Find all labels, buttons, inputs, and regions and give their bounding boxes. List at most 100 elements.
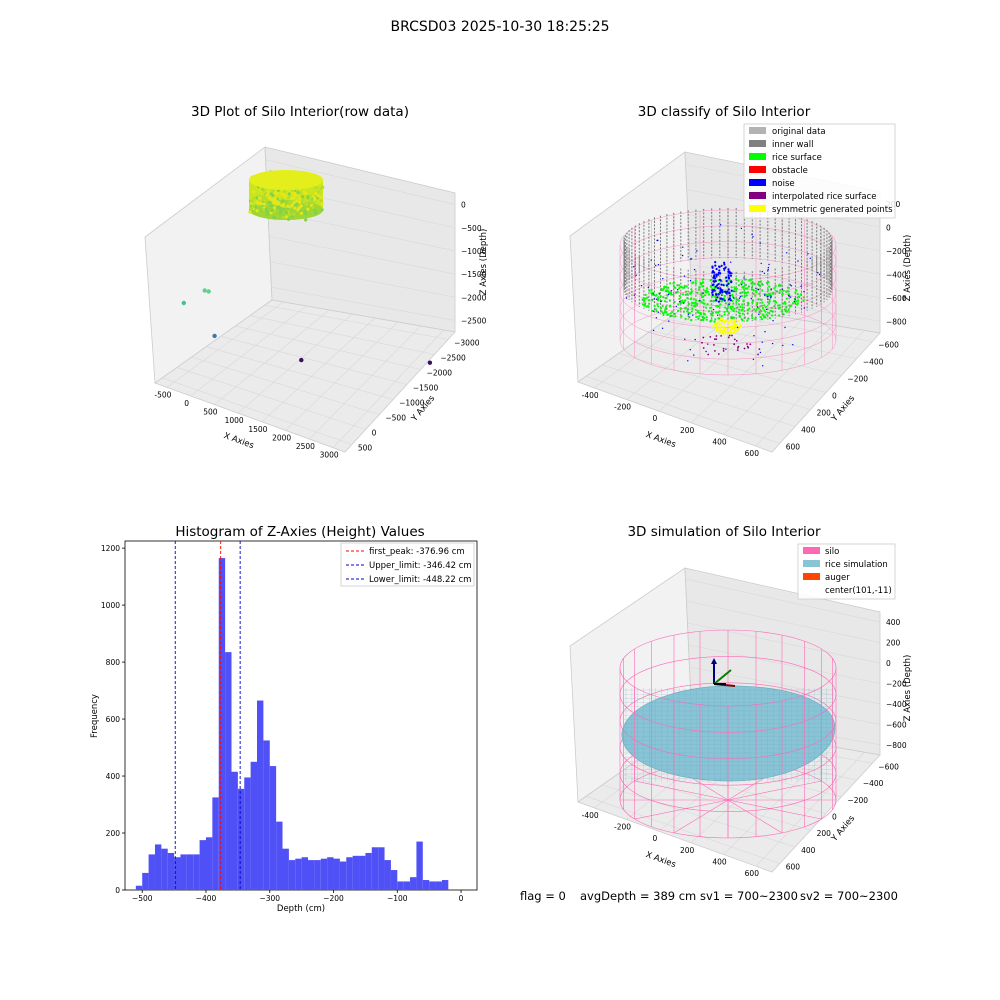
noise-point	[661, 327, 664, 329]
noise-point	[797, 260, 799, 262]
cloud-point	[248, 210, 252, 214]
rice-surface-point	[760, 310, 763, 313]
symmetric-point	[726, 321, 730, 324]
rice-surface-point	[660, 310, 663, 313]
avg-depth-text: avgDepth = 389 cm	[580, 889, 696, 903]
noise-point	[782, 344, 784, 347]
rice-surface-point	[770, 306, 773, 309]
rice-surface-point	[659, 307, 663, 310]
rice-surface-point	[668, 299, 672, 302]
rice-surface-point	[708, 310, 711, 313]
rice-surface-point	[675, 291, 678, 294]
cloud-point	[250, 199, 255, 203]
rice-surface-point	[763, 304, 766, 307]
noise-point	[763, 272, 766, 274]
rice-surface-point	[685, 290, 688, 293]
x-tick-label: -500	[154, 390, 171, 399]
rice-surface-point	[746, 319, 749, 322]
rice-surface-point	[756, 283, 760, 286]
x-tick-label: 1500	[248, 425, 267, 434]
noise-point	[715, 294, 717, 297]
histogram-bar	[339, 861, 347, 890]
noise-point	[714, 264, 717, 267]
rice-surface-point	[771, 310, 774, 313]
rice-surface-point	[650, 288, 653, 291]
cloud-point	[306, 207, 310, 211]
histogram-bar	[308, 860, 315, 890]
cloud-point	[301, 195, 305, 199]
rice-surface-point	[656, 305, 660, 308]
noise-point	[693, 268, 696, 271]
histogram-bar	[333, 858, 340, 890]
rice-surface-point	[788, 305, 792, 308]
rice-surface-point	[657, 296, 660, 299]
rice-surface-point	[731, 305, 734, 308]
rice-surface-point	[763, 316, 766, 319]
symmetric-point	[718, 329, 721, 333]
rice-surface-point	[743, 288, 746, 291]
rice-surface-point	[690, 319, 693, 322]
noise-point	[712, 308, 715, 311]
rice-surface-point	[750, 314, 754, 317]
noise-point	[733, 290, 735, 293]
noise-point	[725, 348, 727, 350]
rice-surface-point	[705, 318, 708, 321]
rice-surface-point	[735, 277, 738, 281]
rice-surface-point	[741, 303, 744, 306]
symmetric-point	[721, 325, 724, 328]
x-axis-label: X Axies	[222, 431, 255, 451]
cloud-point	[281, 203, 286, 207]
rice-surface-point	[727, 304, 730, 307]
noise-point	[740, 227, 743, 230]
histogram-bar	[167, 852, 175, 890]
z-tick-label: −2000	[461, 293, 487, 302]
histogram-bar	[154, 844, 162, 890]
histogram-bar	[244, 777, 251, 890]
rice-surface-point	[738, 308, 741, 311]
rice-surface-point	[644, 302, 647, 305]
x-tick-label: -200	[614, 823, 631, 832]
rice-surface-point	[680, 285, 683, 288]
y-tick-label: 600	[786, 863, 801, 872]
cloud-point	[295, 199, 299, 203]
histogram-bar	[410, 877, 417, 890]
cloud-point	[276, 205, 280, 209]
rice-surface-point	[767, 288, 770, 291]
y-tick-label: 1000	[101, 601, 120, 610]
noise-point	[714, 293, 718, 296]
cloud-point	[298, 197, 302, 201]
legend-swatch	[749, 140, 766, 147]
rice-surface-point	[741, 291, 744, 294]
x-axis-label: X Axies	[644, 430, 677, 450]
histogram-bar	[346, 857, 353, 890]
rice-surface-point	[767, 302, 771, 305]
y-tick-label: −400	[863, 358, 884, 367]
outlier-point	[427, 360, 433, 365]
x-tick-label: 400	[712, 438, 727, 447]
rice-surface-point	[701, 295, 704, 298]
rice-surface-point	[720, 315, 723, 318]
cloud-point	[312, 200, 316, 204]
symmetric-point	[729, 318, 732, 322]
rice-surface-point	[698, 286, 701, 289]
noise-point	[759, 242, 761, 244]
rice-surface-point	[681, 293, 685, 296]
cloud-point	[304, 191, 308, 195]
legend-label: silo	[825, 547, 839, 557]
noise-point	[633, 266, 635, 268]
grid-line	[688, 644, 881, 684]
rice-surface-point	[724, 306, 727, 309]
auger-axis-y	[713, 669, 732, 685]
noise-point	[772, 320, 774, 322]
rice-surface-point	[681, 301, 684, 304]
auger-arrow	[711, 658, 717, 664]
noise-point	[759, 351, 762, 354]
grid-line	[332, 329, 444, 448]
rice-surface-point	[761, 307, 765, 310]
grid-line	[235, 325, 421, 370]
histogram-bar	[199, 840, 206, 890]
rice-surface-point	[686, 293, 689, 296]
rice-surface-point	[730, 286, 733, 289]
rice-surface-point	[680, 315, 683, 318]
noise-point	[719, 291, 722, 294]
